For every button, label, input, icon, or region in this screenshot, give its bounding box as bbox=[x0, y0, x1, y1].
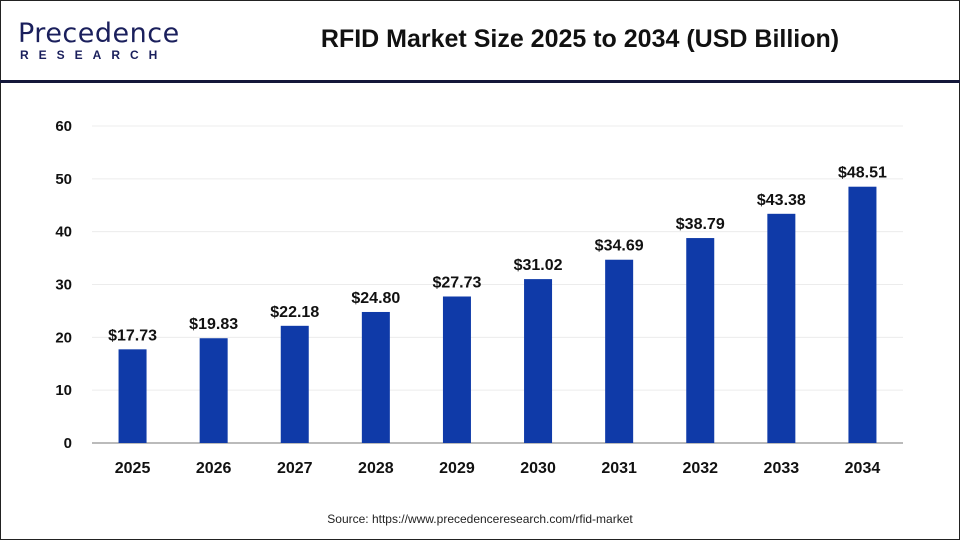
x-tick-label: 2032 bbox=[682, 460, 718, 477]
data-label: $19.83 bbox=[189, 316, 238, 333]
x-tick-label: 2025 bbox=[115, 460, 151, 477]
logo: Precedence RESEARCH bbox=[18, 18, 180, 63]
bar-2030 bbox=[524, 279, 553, 443]
bar-2026 bbox=[199, 338, 228, 443]
y-tick-label: 30 bbox=[55, 277, 72, 294]
logo-sub: RESEARCH bbox=[20, 48, 168, 62]
data-label: $38.79 bbox=[676, 216, 725, 233]
bar-2029 bbox=[442, 296, 471, 443]
data-label: $24.80 bbox=[351, 290, 400, 307]
y-tick-label: 10 bbox=[55, 382, 72, 399]
bar-2027 bbox=[280, 325, 309, 443]
bar-2032 bbox=[686, 238, 715, 443]
data-label: $43.38 bbox=[757, 192, 806, 209]
logo-main: Precedence bbox=[18, 18, 180, 49]
data-label: $48.51 bbox=[838, 165, 887, 182]
y-tick-label: 0 bbox=[64, 435, 72, 452]
y-tick-label: 20 bbox=[55, 329, 72, 346]
bar-2028 bbox=[361, 311, 390, 443]
data-label: $34.69 bbox=[595, 238, 644, 255]
data-label: $22.18 bbox=[270, 304, 319, 321]
x-tick-label: 2030 bbox=[520, 460, 556, 477]
data-label: $27.73 bbox=[432, 274, 481, 291]
header: Precedence RESEARCH RFID Market Size 202… bbox=[0, 0, 960, 83]
x-tick-label: 2026 bbox=[196, 460, 232, 477]
bar-2034 bbox=[848, 186, 877, 443]
x-tick-label: 2034 bbox=[845, 460, 881, 477]
source-note: Source: https://www.precedenceresearch.c… bbox=[327, 512, 633, 526]
y-tick-label: 40 bbox=[55, 224, 72, 241]
data-label: $31.02 bbox=[514, 257, 563, 274]
x-tick-label: 2028 bbox=[358, 460, 394, 477]
x-tick-label: 2031 bbox=[601, 460, 637, 477]
y-tick-label: 50 bbox=[55, 171, 72, 188]
x-tick-label: 2029 bbox=[439, 460, 475, 477]
bar-2033 bbox=[767, 213, 796, 443]
chart-title: RFID Market Size 2025 to 2034 (USD Billi… bbox=[320, 25, 840, 53]
data-label: $17.73 bbox=[108, 327, 157, 344]
bar-2031 bbox=[605, 259, 634, 443]
bar-2025 bbox=[118, 349, 147, 443]
x-tick-label: 2027 bbox=[277, 460, 313, 477]
x-tick-label: 2033 bbox=[764, 460, 800, 477]
y-tick-label: 60 bbox=[55, 118, 72, 135]
